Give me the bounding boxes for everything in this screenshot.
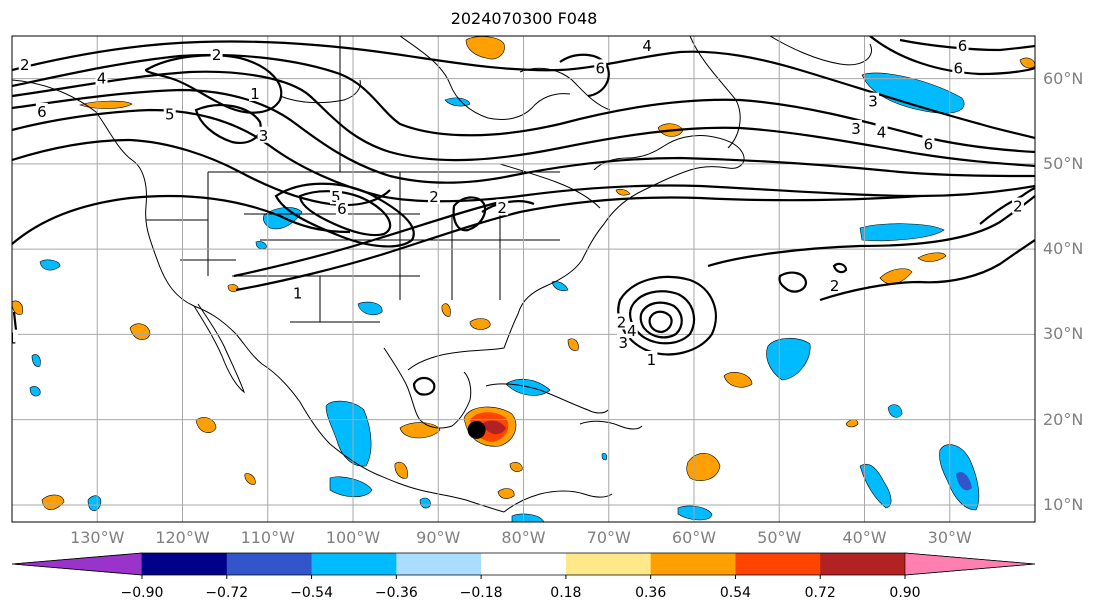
contour-label-bg (427, 188, 440, 205)
contour-label: 3 (851, 120, 861, 138)
contour-label-bg (875, 123, 888, 140)
contour-lines (12, 36, 1035, 396)
contour-label: 5 (165, 105, 175, 123)
latitude-tick-label: 20°N (1043, 409, 1084, 429)
contour-label: 2 (429, 188, 439, 206)
contour-label: 2 (830, 277, 840, 295)
longitude-tick-label: 60°W (671, 528, 717, 547)
colorbar-tick-label: −0.54 (290, 585, 333, 601)
contour-label: 1 (647, 351, 657, 369)
contour-label: 3 (618, 334, 628, 352)
colorbar-tick-label: 0.72 (804, 585, 836, 601)
longitude-tick-label: 70°W (586, 528, 631, 547)
colorbar-extend-max (904, 552, 1036, 576)
colorbar-tick-label: −0.90 (120, 585, 164, 601)
colorbar-swatch (311, 553, 397, 575)
contour-label: 4 (642, 37, 652, 55)
contour-label-bg (828, 276, 841, 293)
colorbar-tick-label: −0.18 (459, 585, 503, 601)
contour-label: 1 (7, 330, 17, 348)
colorbar-tick-label: 0.90 (889, 585, 921, 601)
anomaly-shading (12, 36, 1035, 522)
contour-label: 6 (37, 103, 47, 121)
colorbar-tick-label: −0.36 (374, 585, 418, 601)
latitude-tick-label: 40°N (1043, 239, 1084, 259)
contour-label-bg (645, 351, 658, 367)
colorbar-swatch (142, 553, 228, 575)
contour-label: 6 (958, 37, 968, 55)
colorbar-swatch (565, 553, 652, 575)
latitude-tick-label: 10°N (1043, 494, 1084, 514)
latitude-tick-label: 30°N (1043, 324, 1084, 344)
map-frame (11, 35, 1036, 523)
contour-label-bg (617, 333, 630, 350)
longitude-tick-label: 80°W (501, 528, 546, 547)
contour-label: 4 (877, 123, 887, 141)
contour-label-bg (867, 92, 880, 109)
contour-label: 1 (293, 284, 303, 302)
contour-label-bg (12, 329, 18, 346)
latitude-tick-label: 60°N (1043, 68, 1084, 88)
longitude-tick-label: 30°W (927, 528, 972, 547)
longitude-tick-label: 110°W (240, 528, 295, 547)
colorbar-tick-label: −0.72 (205, 585, 249, 601)
colorbar (11, 552, 1036, 579)
colorbar-swatch (396, 553, 482, 575)
contour-label: 6 (924, 135, 934, 153)
contour-label-bg (18, 55, 31, 72)
contour-label-bg (35, 102, 48, 119)
latitude-tick-label: 50°N (1043, 153, 1084, 173)
longitude-tick-label: 120°W (155, 528, 210, 547)
contour-label: 6 (595, 59, 605, 77)
longitude-tick-label: 50°W (757, 528, 802, 547)
contour-label: 4 (97, 70, 107, 88)
longitude-tick-label: 130°W (70, 528, 125, 547)
contour-label-bg (496, 199, 509, 216)
colorbar-swatch (735, 553, 821, 575)
coastlines (12, 36, 872, 513)
contour-label-bg (956, 37, 969, 54)
storm-center-marker (467, 420, 486, 439)
contour-label-bg (335, 200, 348, 217)
contour-label: 4 (627, 322, 637, 340)
colorbar-swatch (820, 553, 906, 575)
contour-label-bg (248, 84, 261, 101)
contour-label: 2 (617, 313, 627, 331)
contour-label: 3 (259, 127, 269, 145)
contour-label: 1 (250, 85, 260, 103)
contour-label-bg (849, 119, 862, 136)
contour-label: 5 (331, 188, 341, 206)
colorbar-tick-label: 0.18 (550, 585, 582, 601)
contour-label-bg (641, 37, 654, 54)
map-title: 2024070300 F048 (450, 9, 598, 28)
contour-label-bg (594, 59, 607, 76)
contour-label: 2 (20, 56, 30, 74)
contour-label-bg (163, 105, 176, 122)
longitude-tick-label: 100°W (325, 528, 381, 547)
contour-label: 2 (212, 46, 222, 64)
colorbar-extend-min (11, 552, 143, 576)
longitude-tick-label: 40°W (842, 528, 887, 547)
contour-label-bg (615, 313, 628, 330)
contour-label: 6 (954, 59, 964, 77)
contour-label-bg (922, 135, 935, 152)
colorbar-tick-label: 0.36 (635, 585, 667, 601)
colorbar-swatch (481, 553, 567, 575)
colorbar-swatch (226, 553, 313, 575)
contour-label-bg (257, 126, 270, 143)
contour-label-bg (95, 69, 108, 86)
contour-label-bg (952, 59, 965, 76)
contour-label: 3 (868, 93, 878, 111)
contour-label-bg (1011, 197, 1024, 214)
colorbar-tick-label: 0.54 (719, 585, 752, 601)
longitude-tick-label: 90°W (416, 528, 461, 547)
contour-label: 2 (1013, 198, 1023, 216)
colorbar-swatch (650, 553, 736, 575)
contour-label: 2 (497, 199, 507, 217)
contour-label: 6 (337, 200, 347, 218)
contour-label-bg (210, 45, 223, 62)
contour-label-bg (291, 284, 304, 301)
